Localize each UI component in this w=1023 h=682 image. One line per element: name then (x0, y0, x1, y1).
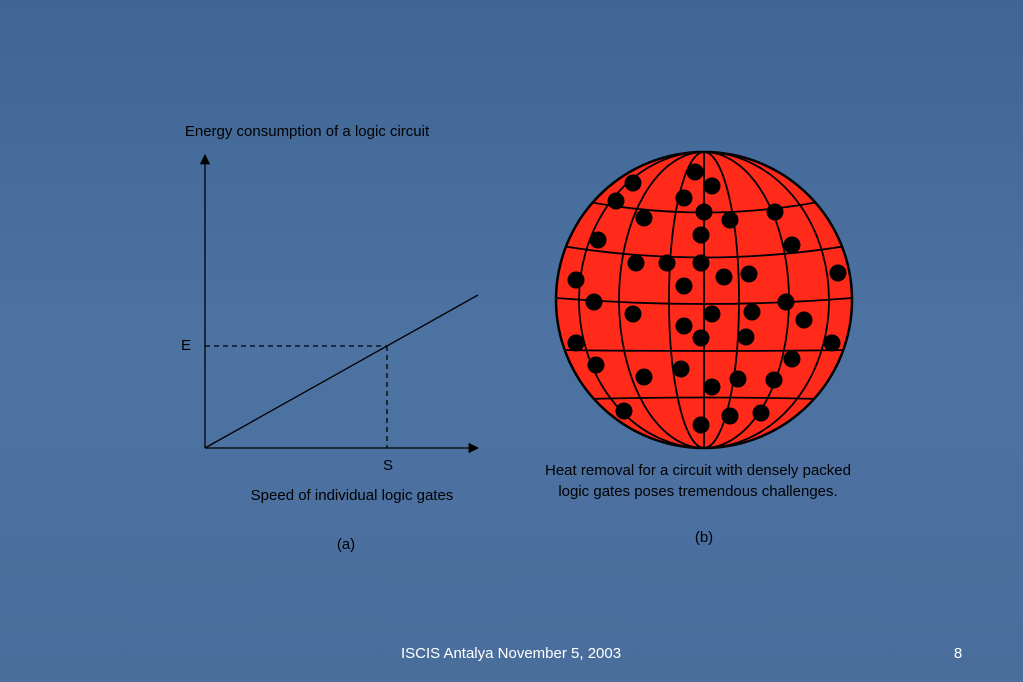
logic-gate-dot (721, 211, 739, 229)
logic-gate-dot (692, 329, 710, 347)
logic-gate-dot (783, 350, 801, 368)
page-number: 8 (954, 645, 962, 662)
panel-tag: (b) (695, 529, 713, 546)
logic-gate-dot (752, 404, 770, 422)
logic-gate-dot (567, 334, 585, 352)
logic-gate-dot (795, 311, 813, 329)
logic-gate-dot (686, 163, 704, 181)
logic-gate-dot (765, 371, 783, 389)
logic-gate-dot (737, 328, 755, 346)
logic-gate-dot (624, 305, 642, 323)
logic-gate-dot (823, 334, 841, 352)
logic-gate-dot (615, 402, 633, 420)
logic-gate-dot (627, 254, 645, 272)
logic-gate-dot (624, 174, 642, 192)
logic-gate-dot (703, 177, 721, 195)
logic-gate-dot (587, 356, 605, 374)
logic-gate-dot (783, 236, 801, 254)
logic-gate-dot (692, 254, 710, 272)
point-label: E (181, 337, 191, 354)
logic-gate-dot (692, 416, 710, 434)
logic-gate-dot (743, 303, 761, 321)
logic-gate-dot (585, 293, 603, 311)
logic-gate-dot (692, 226, 710, 244)
logic-gate-dot (675, 317, 693, 335)
logic-gate-dot (703, 305, 721, 323)
logic-gate-dot (703, 378, 721, 396)
axis-label: Energy consumption of a logic circuit (185, 123, 430, 140)
logic-gate-dot (675, 189, 693, 207)
axis-label: Speed of individual logic gates (251, 487, 454, 504)
point-label: S (383, 457, 393, 474)
logic-gate-dot (672, 360, 690, 378)
logic-gate-dot (777, 293, 795, 311)
logic-gate-dot (607, 192, 625, 210)
footer-text: ISCIS Antalya November 5, 2003 (401, 645, 621, 662)
logic-gate-dot (635, 209, 653, 227)
logic-gate-dot (766, 203, 784, 221)
logic-gate-dot (567, 271, 585, 289)
logic-gate-dot (658, 254, 676, 272)
logic-gate-dot (675, 277, 693, 295)
panel-tag: (a) (337, 536, 355, 553)
logic-gate-dot (729, 370, 747, 388)
logic-gate-dot (589, 231, 607, 249)
sphere (554, 150, 854, 450)
trend-line (204, 294, 479, 449)
logic-gate-dot (715, 268, 733, 286)
logic-gate-dot (740, 265, 758, 283)
graph (199, 153, 480, 454)
logic-gate-dot (695, 203, 713, 221)
logic-gate-dot (635, 368, 653, 386)
logic-gate-dot (829, 264, 847, 282)
logic-gate-dot (721, 407, 739, 425)
caption: Heat removal for a circuit with densely … (545, 462, 851, 479)
caption: logic gates poses tremendous challenges. (558, 483, 837, 500)
